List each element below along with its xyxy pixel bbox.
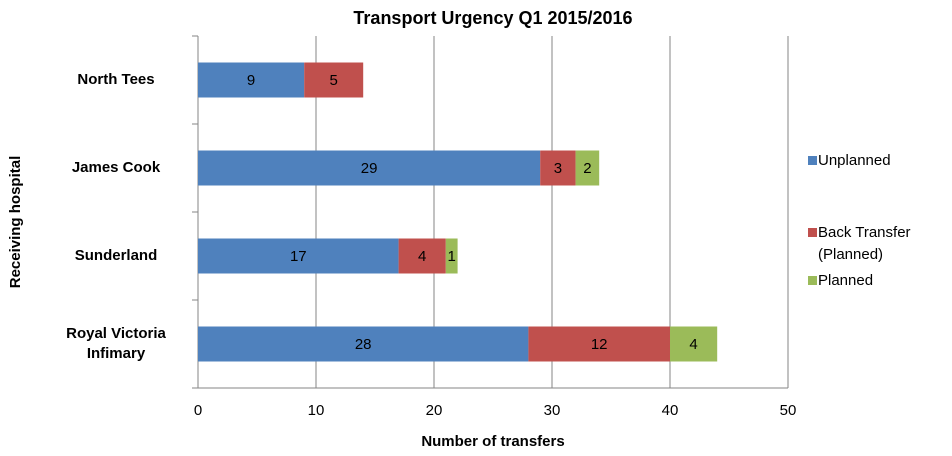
data-label: 1 <box>448 248 456 265</box>
legend-swatch <box>808 156 817 165</box>
data-label: 5 <box>330 72 338 89</box>
y-tick-label: James Cook <box>71 159 161 176</box>
x-tick-label: 10 <box>308 402 325 419</box>
chart-title: Transport Urgency Q1 2015/2016 <box>353 8 632 28</box>
data-label: 4 <box>689 336 697 353</box>
y-tick-label: Royal Victoria Infimary <box>66 325 166 362</box>
data-label: 4 <box>418 248 426 265</box>
y-axis-title: Receiving hospital <box>7 156 24 289</box>
bar-segment <box>540 150 576 186</box>
bar-segment <box>304 62 364 98</box>
legend-swatch <box>808 228 817 237</box>
data-label: 12 <box>591 336 608 353</box>
x-tick-label: 20 <box>426 402 443 419</box>
bar-segment <box>398 238 446 274</box>
legend-label: Back Transfer (Planned) <box>818 224 911 263</box>
data-label: 3 <box>554 160 562 177</box>
bar-segment <box>445 238 458 274</box>
bar-segment <box>575 150 600 186</box>
x-tick-label: 40 <box>662 402 679 419</box>
bar-segment <box>198 150 541 186</box>
data-label: 29 <box>361 160 378 177</box>
bar-segment <box>198 62 305 98</box>
x-tick-label: 0 <box>194 402 202 419</box>
x-tick-label: 30 <box>544 402 561 419</box>
legend-swatch <box>808 276 817 285</box>
data-label: 2 <box>583 160 591 177</box>
data-label: 9 <box>247 72 255 89</box>
bar-segment <box>198 326 529 362</box>
x-axis-title: Number of transfers <box>421 433 564 450</box>
legend-label: Unplanned <box>818 152 891 169</box>
data-label: 17 <box>290 248 307 265</box>
bar-segment <box>528 326 670 362</box>
bar-segment <box>198 238 399 274</box>
bar-segment <box>670 326 718 362</box>
y-tick-label: Sunderland <box>74 247 158 264</box>
y-tick-label: North Tees <box>77 71 155 88</box>
x-tick-label: 50 <box>780 402 797 419</box>
data-label: 28 <box>355 336 372 353</box>
legend-label: Planned <box>818 272 874 289</box>
